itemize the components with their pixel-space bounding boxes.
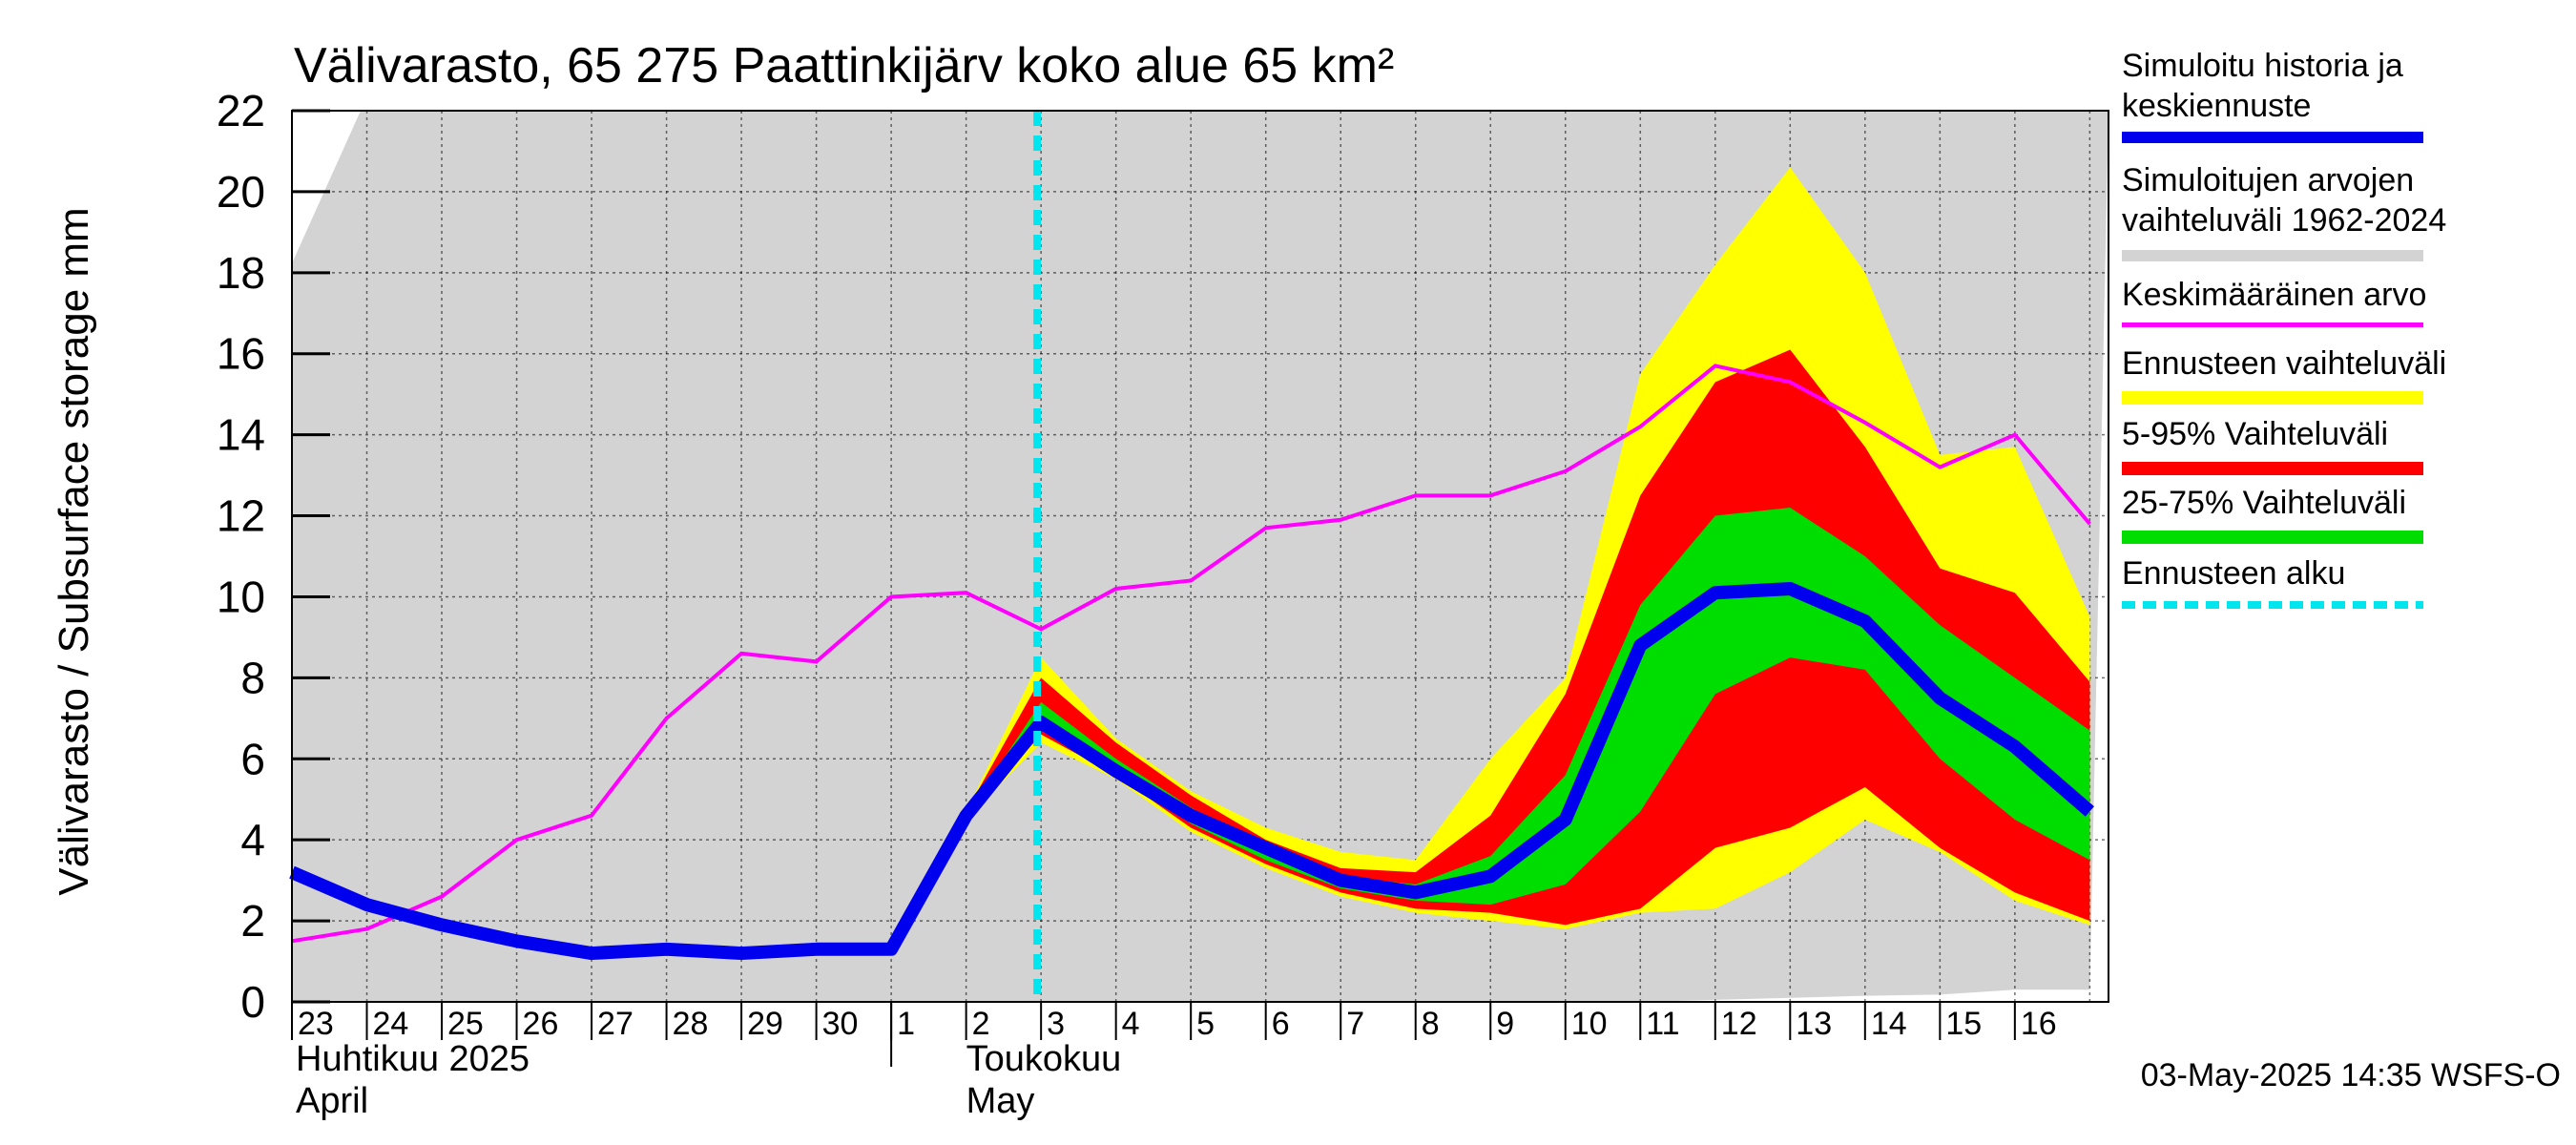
x-tick-label: 26 <box>523 1006 559 1042</box>
legend-item-forecast-start: Ennusteen alku <box>2122 553 2570 609</box>
legend-item-5-95: 5-95% Vaihteluväli <box>2122 414 2570 475</box>
x-tick-label: 24 <box>373 1006 409 1042</box>
legend-item-25-75: 25-75% Vaihteluväli <box>2122 483 2570 544</box>
x-tick-label: 12 <box>1721 1006 1757 1042</box>
timestamp: 03-May-2025 14:35 WSFS-O <box>2140 1057 2561 1093</box>
x-tick-label: 23 <box>298 1006 334 1042</box>
chart-title: Välivarasto, 65 275 Paattinkijärv koko a… <box>294 38 1394 94</box>
y-tick-label: 14 <box>217 410 265 460</box>
legend-swatch-gray <box>2122 250 2423 261</box>
x-tick-label: 9 <box>1496 1006 1514 1042</box>
y-tick-label: 0 <box>240 977 265 1027</box>
legend-label: 5-95% Vaihteluväli <box>2122 416 2389 452</box>
month-label-fi: Toukokuu <box>966 1039 1122 1079</box>
y-tick-label: 20 <box>217 167 265 217</box>
history-range-gap <box>292 111 361 263</box>
range-5-95-band <box>966 349 2090 926</box>
x-tick-label: 6 <box>1272 1006 1290 1042</box>
x-tick-label: 16 <box>2021 1006 2057 1042</box>
x-tick-label: 30 <box>822 1006 859 1042</box>
y-tick-label: 22 <box>217 86 265 135</box>
legend-label: Simuloitu historia ja keskiennuste <box>2122 48 2403 124</box>
mean-line <box>291 364 2091 944</box>
y-tick-label: 18 <box>217 248 265 298</box>
x-tick-label: 29 <box>747 1006 783 1042</box>
x-tick-label: 28 <box>673 1006 709 1042</box>
x-tick-label: 3 <box>1047 1006 1065 1042</box>
x-tick-label: 27 <box>597 1006 634 1042</box>
legend-label: Ennusteen vaihteluväli <box>2122 345 2447 382</box>
y-tick-label: 4 <box>240 815 265 864</box>
x-tick-label: 1 <box>897 1006 915 1042</box>
x-tick-label: 15 <box>1945 1006 1982 1042</box>
y-tick-label: 6 <box>240 734 265 783</box>
y-tick-label: 12 <box>217 491 265 541</box>
range-25-75-band <box>966 508 2090 906</box>
y-tick-label: 16 <box>217 329 265 379</box>
month-label-en: May <box>966 1081 1035 1121</box>
legend-label: Keskimääräinen arvo <box>2122 277 2427 313</box>
simulated-line <box>289 581 2094 961</box>
legend-swatch-blue <box>2122 132 2423 143</box>
x-tick-label: 25 <box>447 1006 484 1042</box>
plot-frame <box>291 110 2109 1003</box>
y-tick-label: 10 <box>217 572 265 621</box>
y-tick-label: 2 <box>240 896 265 946</box>
legend-item-history-range: Simuloitujen arvojen vaihteluväli 1962-2… <box>2122 160 2570 261</box>
month-label-fi: Huhtikuu 2025 <box>296 1039 530 1079</box>
x-tick-label: 8 <box>1422 1006 1440 1042</box>
x-tick-label: 13 <box>1796 1006 1832 1042</box>
legend-swatch-yellow <box>2122 391 2423 405</box>
legend-label: Simuloitujen arvojen vaihteluväli 1962-2… <box>2122 162 2447 239</box>
legend-item-forecast-range: Ennusteen vaihteluväli <box>2122 344 2570 405</box>
legend-label: 25-75% Vaihteluväli <box>2122 485 2406 521</box>
legend-swatch-cyan-dashed <box>2122 601 2423 609</box>
legend-swatch-red <box>2122 462 2423 475</box>
legend-swatch-green <box>2122 531 2423 544</box>
x-tick-label: 5 <box>1196 1006 1215 1042</box>
legend-item-mean: Keskimääräinen arvo <box>2122 275 2570 327</box>
legend-swatch-magenta <box>2122 323 2423 327</box>
y-tick-label: 8 <box>240 653 265 702</box>
x-tick-label: 2 <box>972 1006 990 1042</box>
x-tick-label: 7 <box>1346 1006 1364 1042</box>
y-axis-label: Välivarasto / Subsurface storage mm <box>51 207 97 895</box>
x-tick-label: 4 <box>1122 1006 1140 1042</box>
x-tick-label: 14 <box>1871 1006 1907 1042</box>
month-label-en: April <box>296 1081 368 1121</box>
legend-item-simulated: Simuloitu historia ja keskiennuste <box>2122 46 2570 143</box>
x-tick-label: 10 <box>1571 1006 1608 1042</box>
legend-label: Ennusteen alku <box>2122 555 2346 592</box>
x-tick-label: 11 <box>1646 1006 1679 1042</box>
